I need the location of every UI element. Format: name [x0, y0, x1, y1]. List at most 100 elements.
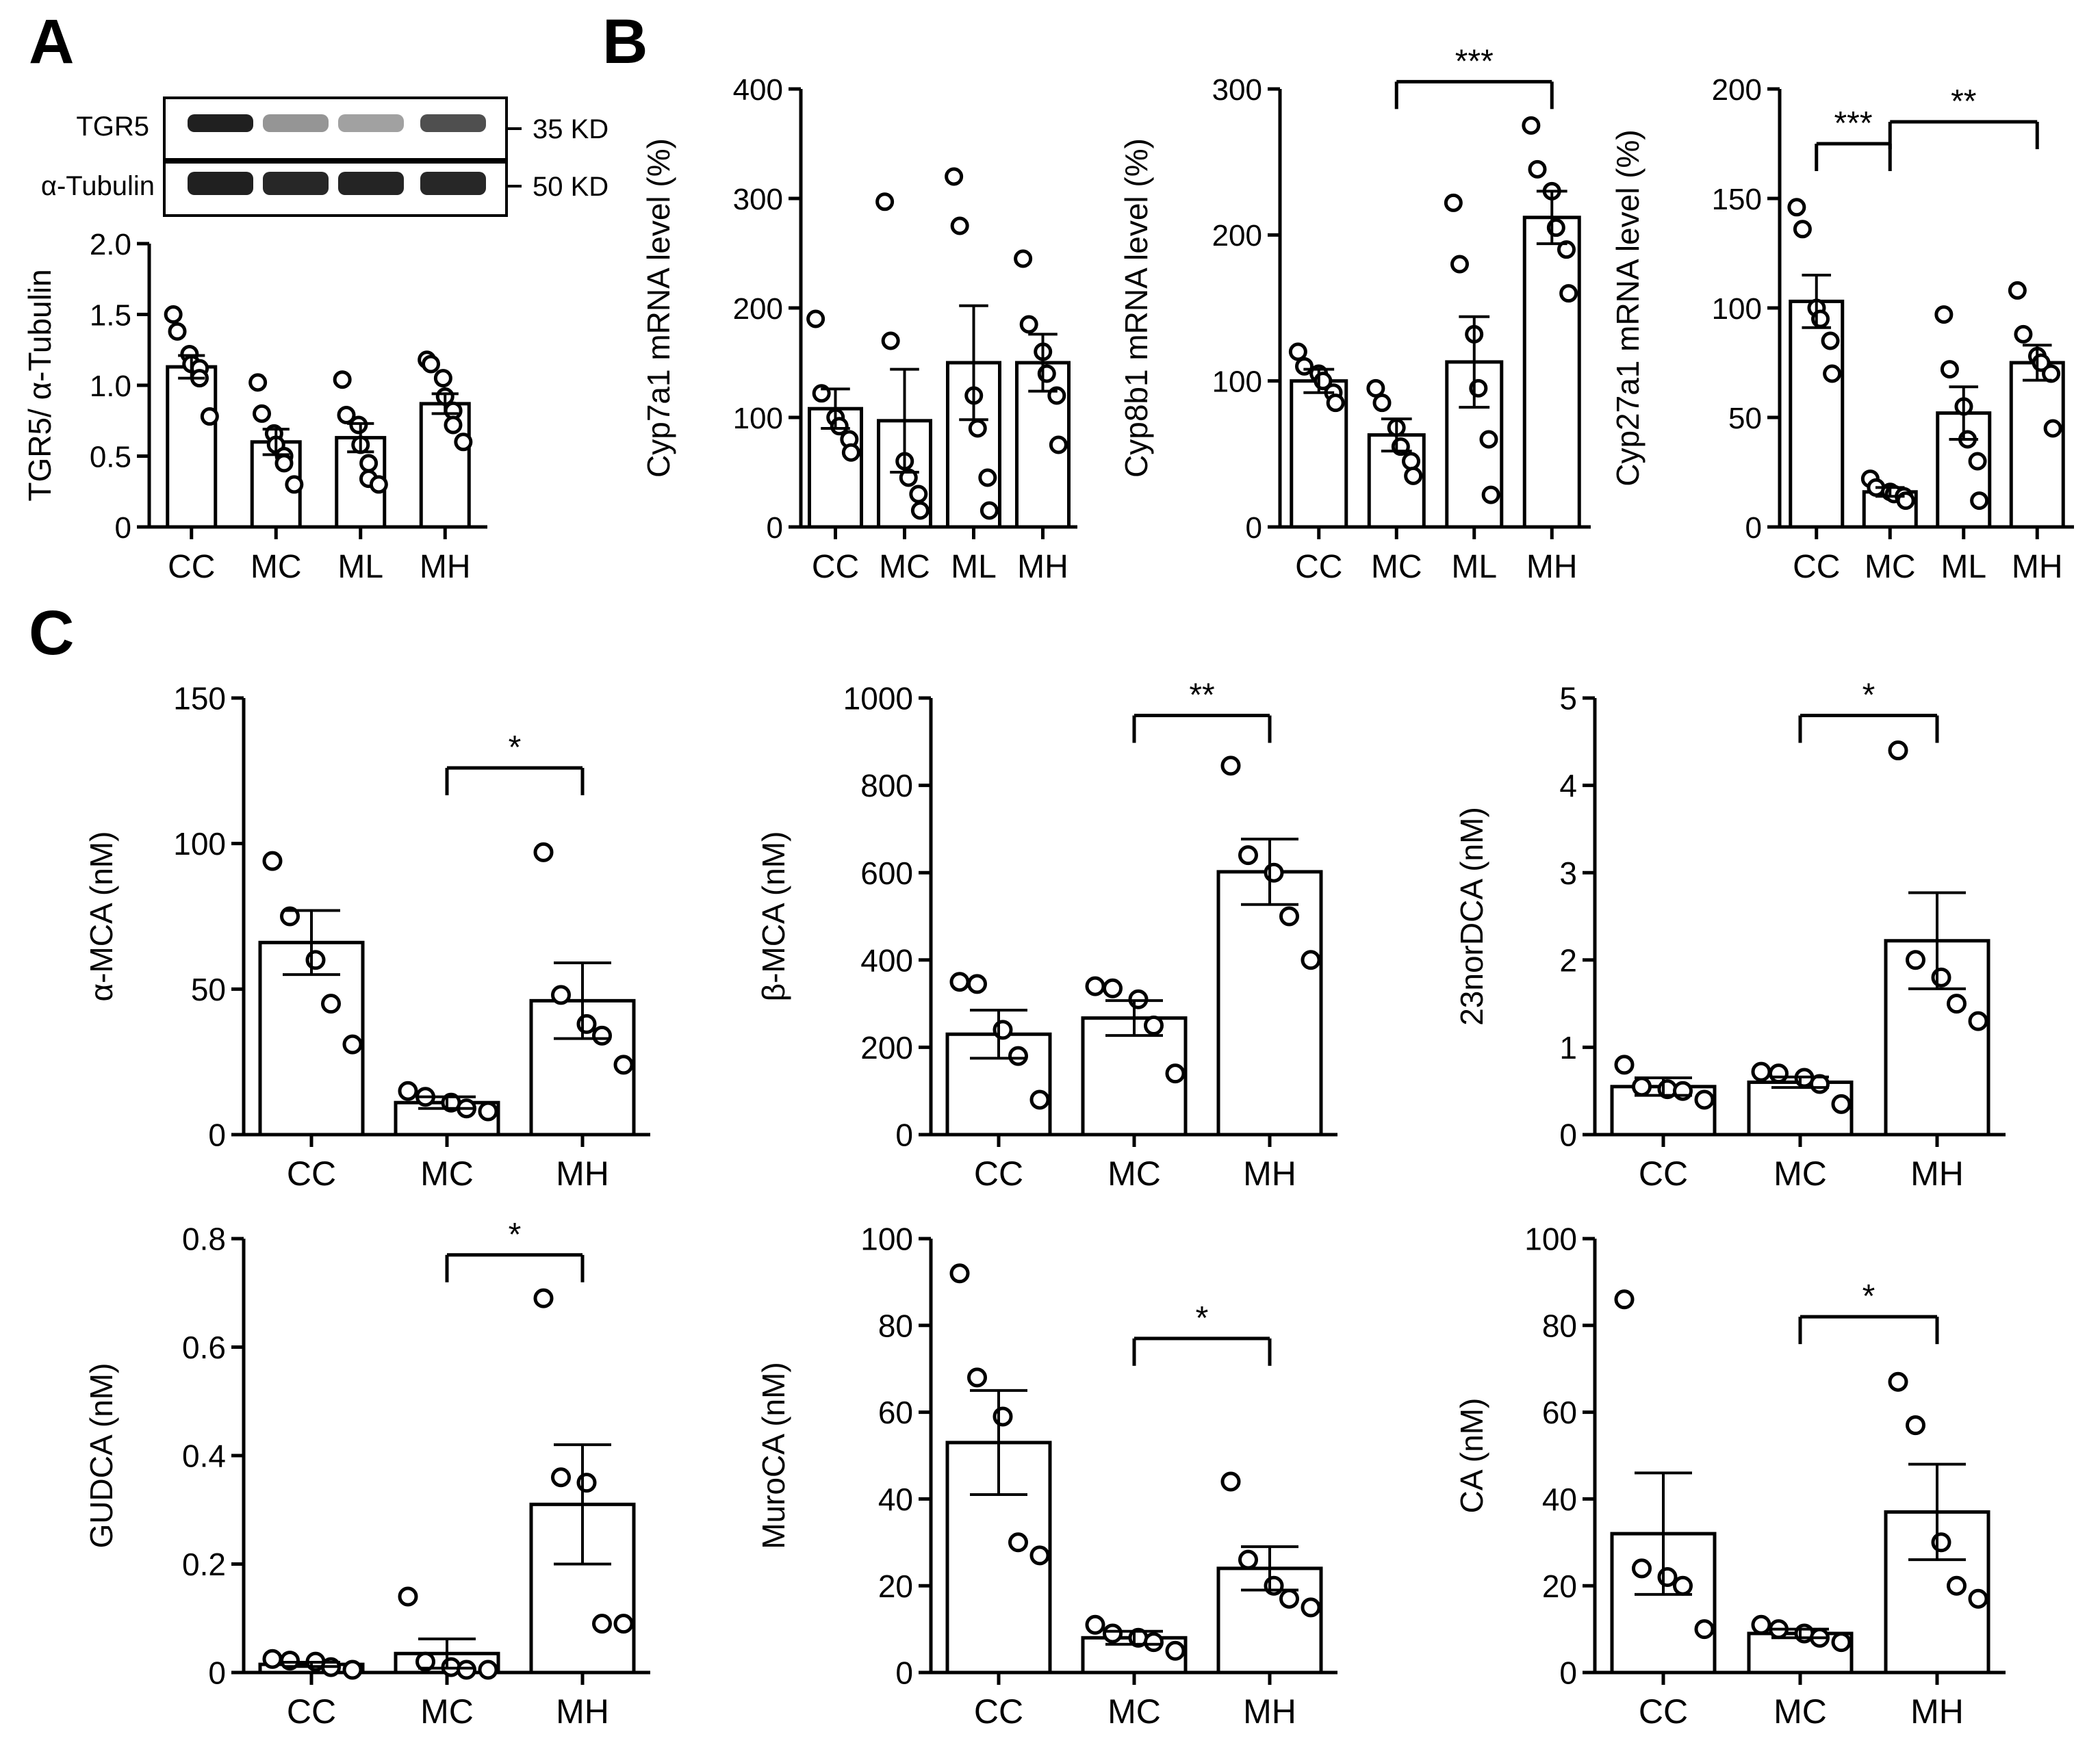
y-tick-label: 20	[878, 1568, 913, 1604]
data-point	[248, 373, 268, 392]
y-tick-label: 0.2	[182, 1547, 226, 1582]
y-tick-label: 0.6	[182, 1330, 226, 1365]
y-tick-label: 100	[1212, 365, 1262, 399]
data-point	[1787, 198, 1806, 217]
data-point	[478, 1660, 498, 1680]
data-point	[1614, 1055, 1635, 1075]
data-point	[2043, 419, 2062, 438]
data-point	[342, 1034, 363, 1055]
x-tick-label: MH	[1017, 549, 1068, 585]
sig-label: ***	[1834, 105, 1872, 142]
sig-label: **	[1189, 677, 1214, 714]
y-tick-label: 0	[208, 1655, 226, 1691]
data-point	[1103, 978, 1123, 998]
data-point	[168, 322, 187, 341]
y-tick-label: 0	[115, 511, 131, 545]
data-point	[1479, 430, 1498, 449]
y-tick-label: 200	[1712, 73, 1762, 107]
x-tick-label: MH	[556, 1154, 609, 1193]
y-tick-label: 1.0	[90, 370, 131, 403]
data-point	[881, 331, 900, 350]
data-point	[910, 501, 930, 520]
data-point	[1019, 315, 1038, 334]
sig-label: *	[1862, 677, 1875, 714]
data-point	[1014, 249, 1033, 268]
blot-row-label-tgr5: TGR5	[76, 112, 149, 142]
data-point	[967, 974, 987, 994]
chart-ca: 0 20 40 60 80 100 CC MC MH CA (nM) *	[1454, 1222, 2006, 1731]
y-tick-label: 200	[1212, 219, 1262, 253]
data-point	[1444, 193, 1463, 212]
y-axis-label: α-MCA (nM)	[84, 831, 119, 1002]
data-point	[478, 1101, 498, 1122]
y-tick-label: 300	[733, 183, 783, 216]
western-blot: TGR5 α-Tubulin 35 KD 50 KD	[41, 96, 609, 217]
data-point	[592, 1614, 612, 1634]
y-tick-label: 200	[860, 1030, 913, 1066]
blot-band	[338, 114, 404, 132]
chart-amca: 0 50 100 150 CC MC MH α-MCA (nM) *	[84, 681, 650, 1193]
y-tick-label: 20	[1542, 1568, 1577, 1604]
y-tick-label: 3	[1559, 855, 1577, 891]
x-tick-label: ML	[1451, 549, 1497, 585]
data-point	[1751, 1061, 1771, 1082]
y-tick-label: 400	[733, 73, 783, 107]
sig-label: *	[1862, 1278, 1875, 1315]
y-tick-label: 0.8	[182, 1222, 226, 1257]
data-point	[968, 419, 987, 438]
data-point	[333, 370, 352, 389]
y-axis-label: GUDCA (nM)	[84, 1363, 119, 1549]
data-point	[1238, 845, 1258, 866]
data-point	[950, 216, 969, 235]
sig-label: *	[1196, 1300, 1209, 1337]
data-point	[1673, 1081, 1693, 1101]
data-point	[1751, 1614, 1771, 1635]
data-point	[1450, 255, 1470, 274]
y-tick-label: 150	[1712, 183, 1762, 216]
blot-marker-35kd: 35 KD	[533, 114, 609, 144]
blot-band	[420, 172, 486, 195]
y-axis-label: Cyp8b1 mRNA level (%)	[1118, 138, 1154, 478]
data-point	[1220, 1471, 1241, 1492]
x-tick-label: ML	[951, 549, 997, 585]
x-tick-label: MH	[1526, 549, 1578, 585]
panel-label-c: C	[29, 598, 74, 668]
data-point	[1673, 1575, 1693, 1596]
bar	[1216, 870, 1323, 1137]
data-point	[369, 475, 388, 494]
y-tick-label: 0.5	[90, 440, 131, 474]
data-point	[1559, 284, 1578, 303]
data-point	[1968, 452, 1987, 471]
y-tick-label: 1.5	[90, 298, 131, 332]
y-tick-label: 600	[860, 855, 913, 891]
data-point	[993, 1020, 1013, 1040]
y-tick-label: 1000	[843, 681, 913, 716]
data-point	[1301, 950, 1321, 970]
x-tick-label: CC	[287, 1154, 336, 1193]
data-point	[1906, 950, 1925, 970]
bar	[1522, 216, 1581, 529]
y-axis-label: TGR5/ α-Tubulin	[22, 269, 57, 501]
data-point	[1528, 159, 1547, 179]
blot-band	[338, 172, 404, 195]
y-tick-label: 0	[1246, 511, 1262, 545]
blot-band	[188, 172, 253, 195]
data-point	[1934, 305, 1954, 324]
data-point	[613, 1614, 634, 1634]
data-point	[993, 1406, 1013, 1427]
y-tick-label: 0	[1559, 1655, 1577, 1691]
data-point	[1632, 1558, 1652, 1579]
bar	[2009, 361, 2065, 529]
y-tick-label: 100	[733, 402, 783, 435]
data-point	[349, 415, 368, 435]
data-point	[841, 443, 860, 462]
data-point	[1404, 466, 1423, 485]
x-tick-label: ML	[1941, 549, 1986, 585]
blot-band	[420, 114, 486, 132]
data-point	[979, 501, 999, 520]
x-tick-label: MH	[2012, 549, 2063, 585]
bar	[166, 365, 218, 529]
x-tick-label: MC	[1774, 1692, 1827, 1731]
data-point	[321, 994, 341, 1014]
